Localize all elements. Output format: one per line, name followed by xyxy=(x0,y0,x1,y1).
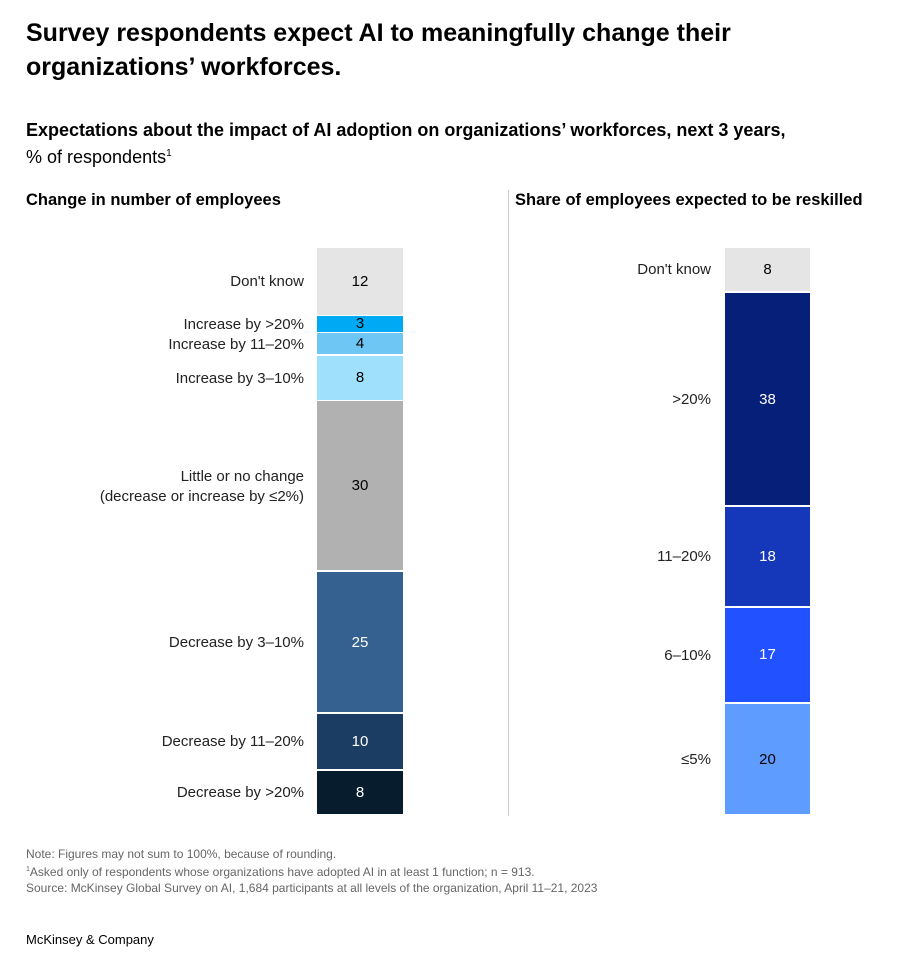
category-label: Don't know xyxy=(637,261,711,279)
subtitle-unit: % of respondents xyxy=(26,147,167,167)
note-rounding: Note: Figures may not sum to 100%, becau… xyxy=(26,847,337,861)
note-footnote: 1Asked only of respondents whose organiz… xyxy=(26,865,535,879)
bar-segment: 17 xyxy=(725,607,810,702)
bar-segment: 30 xyxy=(317,401,403,571)
chart-title: Survey respondents expect AI to meaningf… xyxy=(26,19,731,81)
bar-segment: 8 xyxy=(725,248,810,292)
bar-segment: 4 xyxy=(317,333,403,355)
bar-segment: 8 xyxy=(317,770,403,815)
bar-segment: 38 xyxy=(725,292,810,506)
panel-divider xyxy=(508,190,509,816)
category-label: Increase by 3–10% xyxy=(175,369,304,387)
bar-segment: 10 xyxy=(317,713,403,770)
category-label: Increase by >20% xyxy=(183,315,305,333)
category-label: Decrease by 11–20% xyxy=(161,733,304,751)
bar-segment: 8 xyxy=(317,355,403,400)
category-label: Decrease by >20% xyxy=(176,784,304,802)
note-source: Source: McKinsey Global Survey on AI, 1,… xyxy=(26,881,598,895)
category-label: Don't know xyxy=(230,273,304,291)
bar-segment: 3 xyxy=(317,315,403,332)
bar-segment: 25 xyxy=(317,571,403,713)
subtitle-bold: Expectations about the impact of AI adop… xyxy=(26,120,786,140)
category-label: >20% xyxy=(672,390,711,408)
notes: Note: Figures may not sum to 100%, becau… xyxy=(26,846,597,896)
chart-subtitle: Expectations about the impact of AI adop… xyxy=(26,118,896,169)
category-label: 6–10% xyxy=(664,646,711,664)
bar-segment: 12 xyxy=(317,248,403,315)
brand-logo: McKinsey & Company xyxy=(26,932,154,947)
category-label: Decrease by 3–10% xyxy=(168,633,304,651)
category-label: Little or no change (decrease or increas… xyxy=(99,467,304,505)
category-label: Increase by 11–20% xyxy=(168,335,304,353)
footnote-mark: 1 xyxy=(166,148,172,159)
right-panel-title: Share of employees expected to be reskil… xyxy=(515,191,863,209)
bar-segment: 20 xyxy=(725,703,810,815)
category-label: 11–20% xyxy=(657,548,711,566)
bar-segment: 18 xyxy=(725,506,810,607)
category-label: ≤5% xyxy=(681,750,711,768)
left-panel-title: Change in number of employees xyxy=(26,191,281,209)
